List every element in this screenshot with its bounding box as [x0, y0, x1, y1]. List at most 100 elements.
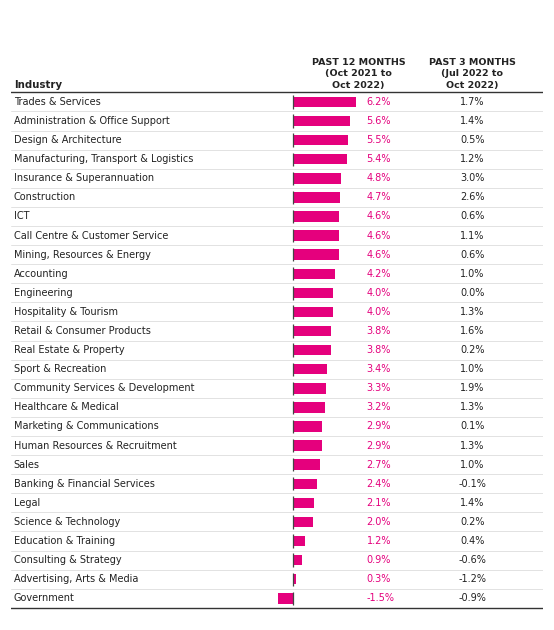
Bar	[293, 116, 350, 126]
Text: 4.6%: 4.6%	[367, 249, 391, 260]
Text: 0.6%: 0.6%	[460, 249, 485, 260]
Text: Construction: Construction	[14, 192, 76, 202]
Bar	[293, 421, 322, 432]
Text: Government: Government	[14, 593, 75, 604]
Text: -0.9%: -0.9%	[458, 593, 486, 604]
Text: 3.8%: 3.8%	[367, 345, 391, 355]
Text: 2.9%: 2.9%	[367, 440, 391, 450]
Text: 2.0%: 2.0%	[367, 517, 391, 527]
Text: 0.2%: 0.2%	[460, 345, 485, 355]
Bar	[293, 173, 341, 183]
Text: Hospitality & Tourism: Hospitality & Tourism	[14, 307, 118, 317]
Text: 0.3%: 0.3%	[367, 574, 391, 584]
Text: 1.3%: 1.3%	[460, 307, 485, 317]
Text: Healthcare & Medical: Healthcare & Medical	[14, 403, 119, 413]
Bar	[293, 517, 314, 527]
Text: 2.9%: 2.9%	[367, 421, 391, 432]
Text: Manufacturing, Transport & Logistics: Manufacturing, Transport & Logistics	[14, 154, 193, 164]
Text: 1.4%: 1.4%	[460, 498, 485, 508]
Text: ICT: ICT	[14, 212, 29, 222]
Text: 3.8%: 3.8%	[367, 326, 391, 336]
Text: -0.6%: -0.6%	[458, 555, 486, 565]
Bar	[293, 307, 334, 317]
Text: 0.6%: 0.6%	[460, 212, 485, 222]
Text: 1.3%: 1.3%	[460, 440, 485, 450]
Text: Human Resources & Recruitment: Human Resources & Recruitment	[14, 440, 177, 450]
Bar	[293, 383, 326, 394]
Text: Administration & Office Support: Administration & Office Support	[14, 116, 170, 126]
Text: Industry: Industry	[14, 79, 62, 89]
Text: -0.1%: -0.1%	[458, 479, 486, 489]
Bar	[293, 96, 356, 107]
Bar	[293, 345, 331, 355]
Bar	[293, 459, 320, 470]
Bar	[293, 231, 340, 241]
Bar	[293, 402, 325, 413]
Text: 4.7%: 4.7%	[367, 192, 391, 202]
Text: 1.6%: 1.6%	[460, 326, 485, 336]
Bar	[293, 192, 341, 203]
Bar	[293, 326, 331, 336]
Text: 4.6%: 4.6%	[367, 231, 391, 241]
Text: Community Services & Development: Community Services & Development	[14, 383, 194, 393]
Text: Marketing & Communications: Marketing & Communications	[14, 421, 158, 432]
Bar	[293, 479, 317, 489]
Text: Banking & Financial Services: Banking & Financial Services	[14, 479, 155, 489]
Bar	[278, 593, 293, 604]
Text: 1.9%: 1.9%	[460, 383, 485, 393]
Text: 0.0%: 0.0%	[460, 288, 485, 298]
Text: 1.4%: 1.4%	[460, 116, 485, 126]
Text: 3.3%: 3.3%	[367, 383, 391, 393]
Text: 1.2%: 1.2%	[367, 536, 391, 546]
Text: 6.2%: 6.2%	[367, 97, 391, 107]
Text: Mining, Resources & Energy: Mining, Resources & Energy	[14, 249, 151, 260]
Text: Trades & Services: Trades & Services	[14, 97, 100, 107]
Text: 1.7%: 1.7%	[460, 97, 485, 107]
Text: Real Estate & Property: Real Estate & Property	[14, 345, 125, 355]
Bar	[293, 498, 314, 508]
Bar	[293, 364, 327, 374]
Text: -1.2%: -1.2%	[458, 574, 486, 584]
Text: 2.6%: 2.6%	[460, 192, 485, 202]
Text: 1.0%: 1.0%	[460, 269, 485, 278]
Text: 4.8%: 4.8%	[367, 173, 391, 183]
Text: 1.1%: 1.1%	[460, 231, 485, 241]
Text: 5.5%: 5.5%	[367, 135, 391, 145]
Text: Engineering: Engineering	[14, 288, 73, 298]
Text: 2.7%: 2.7%	[367, 460, 391, 470]
Text: 0.2%: 0.2%	[460, 517, 485, 527]
Text: 3.0%: 3.0%	[460, 173, 485, 183]
Text: 2.1%: 2.1%	[367, 498, 391, 508]
Bar	[293, 536, 305, 546]
Text: Consulting & Strategy: Consulting & Strategy	[14, 555, 121, 565]
Text: Retail & Consumer Products: Retail & Consumer Products	[14, 326, 151, 336]
Text: 4.0%: 4.0%	[367, 307, 391, 317]
Bar	[293, 249, 340, 260]
Text: Science & Technology: Science & Technology	[14, 517, 120, 527]
Text: Call Centre & Customer Service: Call Centre & Customer Service	[14, 231, 168, 241]
Text: -1.5%: -1.5%	[367, 593, 394, 604]
Text: Sport & Recreation: Sport & Recreation	[14, 364, 106, 374]
Text: 4.6%: 4.6%	[367, 212, 391, 222]
Text: Education & Training: Education & Training	[14, 536, 115, 546]
Bar	[293, 288, 334, 298]
Bar	[293, 268, 336, 279]
Text: Legal: Legal	[14, 498, 40, 508]
Text: 4.2%: 4.2%	[367, 269, 391, 278]
Text: Sales: Sales	[14, 460, 40, 470]
Text: Design & Architecture: Design & Architecture	[14, 135, 121, 145]
Bar	[293, 555, 302, 565]
Text: 1.0%: 1.0%	[460, 460, 485, 470]
Text: 1.2%: 1.2%	[460, 154, 485, 164]
Text: PAST 3 MONTHS
(Jul 2022 to
Oct 2022): PAST 3 MONTHS (Jul 2022 to Oct 2022)	[429, 57, 516, 89]
Text: 0.9%: 0.9%	[367, 555, 391, 565]
Text: 0.5%: 0.5%	[460, 135, 485, 145]
Bar	[293, 154, 347, 164]
Text: Accounting: Accounting	[14, 269, 68, 278]
Text: 2.4%: 2.4%	[367, 479, 391, 489]
Text: 1.0%: 1.0%	[460, 364, 485, 374]
Text: Insurance & Superannuation: Insurance & Superannuation	[14, 173, 154, 183]
Text: 4.0%: 4.0%	[367, 288, 391, 298]
Text: 1.3%: 1.3%	[460, 403, 485, 413]
Text: 5.4%: 5.4%	[367, 154, 391, 164]
